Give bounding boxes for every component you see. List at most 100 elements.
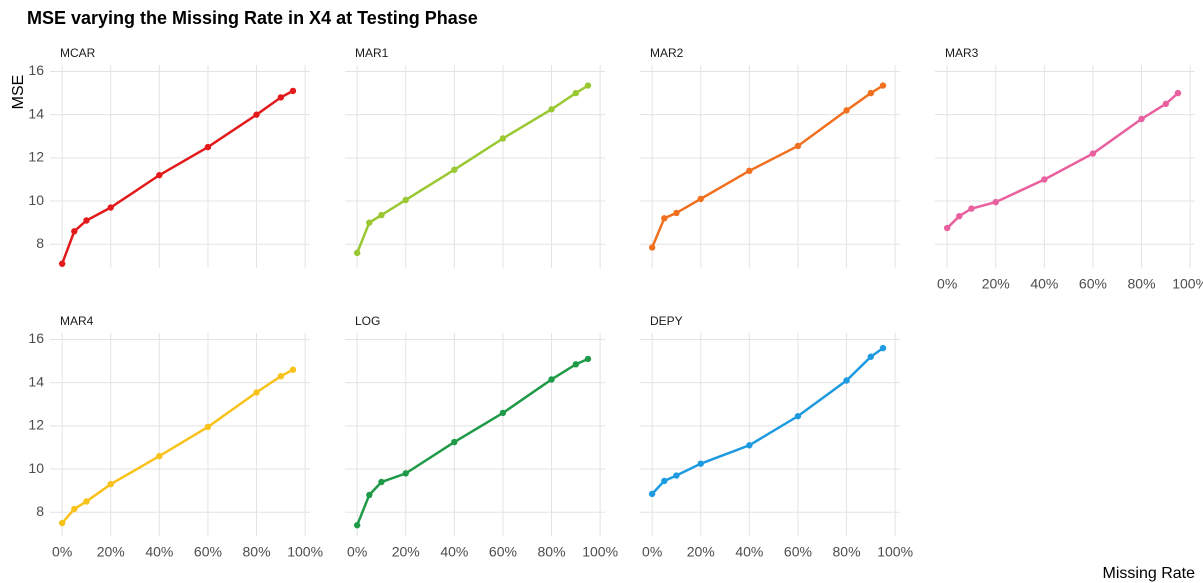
data-point	[71, 505, 78, 513]
x-tick-label: 60%	[1079, 276, 1107, 292]
y-tick-label: 8	[36, 235, 44, 251]
x-tick-label: 80%	[538, 544, 566, 560]
data-point	[956, 212, 963, 220]
facet-label: LOG	[355, 314, 380, 328]
x-tick-label: 0%	[937, 276, 957, 292]
facet-label: MCAR	[60, 46, 96, 60]
data-point	[451, 166, 458, 173]
data-point	[277, 372, 285, 380]
x-tick-label: 40%	[440, 544, 468, 560]
x-tick-label: 0%	[642, 544, 662, 560]
data-point	[548, 376, 555, 383]
data-point	[402, 196, 409, 204]
series-line	[651, 347, 884, 495]
data-point	[584, 355, 592, 363]
data-point	[992, 198, 999, 206]
x-tick-label: 0%	[52, 544, 72, 560]
data-point	[794, 412, 802, 420]
data-point	[1174, 89, 1182, 97]
data-point	[746, 167, 753, 175]
data-point	[353, 249, 361, 257]
y-axis-label: MSE	[10, 75, 27, 110]
data-point	[1162, 100, 1170, 108]
x-tick-label: 80%	[1128, 276, 1156, 292]
y-tick-label: 12	[28, 417, 44, 433]
data-point	[83, 498, 90, 505]
facet-label: MAR1	[355, 46, 389, 60]
data-point	[58, 519, 66, 527]
x-tick-label: 80%	[243, 544, 271, 560]
data-point	[548, 106, 555, 113]
facet-label: MAR3	[945, 46, 979, 60]
data-point	[879, 344, 887, 352]
data-point	[673, 209, 680, 217]
data-point	[843, 107, 850, 114]
data-point	[746, 442, 753, 449]
x-tick-label: 20%	[97, 544, 125, 560]
series-line	[355, 357, 589, 526]
y-tick-label: 10	[28, 460, 44, 476]
facet-label: DEPY	[650, 314, 683, 328]
x-tick-label: 60%	[194, 544, 222, 560]
data-point	[572, 89, 580, 97]
data-point	[499, 409, 507, 417]
data-point	[58, 260, 66, 267]
y-tick-label: 10	[28, 192, 44, 208]
x-tick-label: 100%	[1172, 276, 1203, 292]
data-point	[366, 491, 373, 499]
data-point	[71, 228, 78, 235]
data-point	[673, 472, 680, 479]
data-point	[289, 87, 297, 95]
data-point	[353, 522, 361, 529]
data-point	[879, 82, 887, 89]
series-line	[946, 92, 1179, 229]
data-point	[1089, 150, 1097, 157]
x-tick-label: 80%	[833, 544, 861, 560]
data-point	[253, 111, 260, 118]
data-point	[584, 82, 592, 89]
y-tick-label: 16	[28, 330, 44, 346]
data-point	[1138, 115, 1145, 123]
data-point	[289, 366, 297, 373]
data-point	[867, 89, 875, 97]
data-point	[402, 470, 409, 477]
x-tick-label: 100%	[582, 544, 618, 560]
y-tick-label: 16	[28, 62, 44, 78]
data-point	[794, 142, 802, 150]
data-point	[156, 452, 163, 460]
y-tick-label: 12	[28, 149, 44, 165]
x-tick-label: 60%	[784, 544, 812, 560]
chart-title: MSE varying the Missing Rate in X4 at Te…	[27, 8, 478, 28]
x-tick-label: 40%	[145, 544, 173, 560]
data-point	[366, 219, 373, 226]
data-point	[697, 195, 704, 203]
y-tick-label: 14	[28, 373, 44, 389]
data-point	[204, 143, 212, 151]
data-point	[107, 204, 114, 211]
x-tick-label: 20%	[392, 544, 420, 560]
x-tick-label: 0%	[347, 544, 367, 560]
x-tick-label: 60%	[489, 544, 517, 560]
data-point	[697, 460, 704, 467]
data-point	[968, 205, 975, 212]
x-tick-label: 100%	[877, 544, 913, 560]
data-point	[253, 389, 260, 396]
data-point	[378, 478, 385, 486]
data-point	[661, 215, 668, 222]
facet-label: MAR2	[650, 46, 684, 60]
data-point	[648, 244, 656, 251]
data-point	[499, 135, 507, 142]
x-axis-label: Missing Rate	[1103, 565, 1196, 582]
data-point	[943, 224, 951, 232]
y-tick-label: 8	[36, 503, 44, 519]
data-point	[843, 377, 850, 384]
data-point	[277, 94, 285, 101]
data-point	[648, 490, 656, 498]
data-point	[204, 423, 212, 431]
data-point	[83, 217, 90, 224]
x-tick-label: 20%	[982, 276, 1010, 292]
data-point	[867, 353, 875, 360]
facet-label: MAR4	[60, 314, 94, 328]
data-point	[107, 480, 114, 488]
x-tick-label: 40%	[735, 544, 763, 560]
